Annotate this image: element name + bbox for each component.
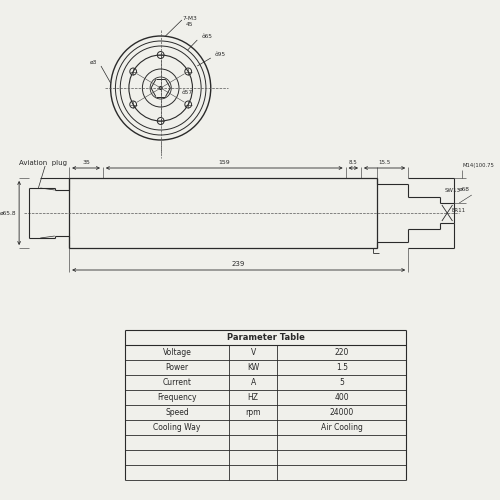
Text: Voltage: Voltage — [162, 348, 192, 357]
Text: V: V — [250, 348, 256, 357]
Text: Current: Current — [162, 378, 192, 387]
Text: ø65.8: ø65.8 — [0, 210, 16, 216]
Text: 35: 35 — [82, 160, 90, 166]
Text: SW13: SW13 — [445, 188, 461, 194]
Text: 15.5: 15.5 — [378, 160, 390, 166]
Text: ER11: ER11 — [452, 208, 466, 212]
Text: 159: 159 — [218, 160, 230, 166]
Text: Air Cooling: Air Cooling — [321, 423, 362, 432]
Text: ô57: ô57 — [182, 90, 193, 96]
Text: 5: 5 — [340, 378, 344, 387]
Text: 45: 45 — [186, 22, 194, 28]
Text: ø68: ø68 — [458, 186, 469, 192]
Text: HZ: HZ — [248, 393, 258, 402]
Text: 24000: 24000 — [330, 408, 354, 417]
Text: M14(100.75: M14(100.75 — [462, 164, 494, 168]
Text: ø3: ø3 — [90, 60, 97, 64]
Text: 8.5: 8.5 — [349, 160, 358, 166]
Text: rpm: rpm — [246, 408, 261, 417]
Text: ô65: ô65 — [202, 34, 212, 38]
Text: 220: 220 — [334, 348, 349, 357]
Text: ô95: ô95 — [215, 52, 226, 58]
Text: A: A — [250, 378, 256, 387]
Text: Aviation  plug: Aviation plug — [19, 160, 67, 166]
Text: KW: KW — [247, 363, 260, 372]
Text: Cooling Way: Cooling Way — [154, 423, 200, 432]
Text: 400: 400 — [334, 393, 349, 402]
Text: 1.5: 1.5 — [336, 363, 347, 372]
Text: Frequency: Frequency — [158, 393, 197, 402]
Text: 239: 239 — [232, 261, 245, 267]
Text: Parameter Table: Parameter Table — [226, 333, 304, 342]
Text: Power: Power — [166, 363, 188, 372]
Text: Speed: Speed — [165, 408, 189, 417]
Text: 7-M3: 7-M3 — [182, 16, 197, 20]
